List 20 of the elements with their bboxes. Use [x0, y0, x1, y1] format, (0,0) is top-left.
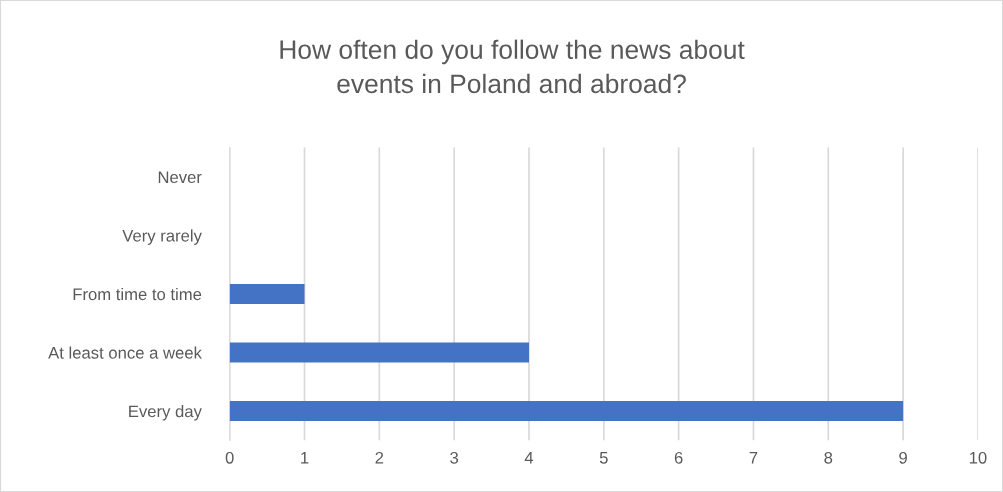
- x-tick-label: 3: [450, 451, 459, 464]
- bar: [229, 401, 904, 422]
- x-tick-label: 4: [524, 452, 534, 464]
- x-tick-label: 8: [824, 451, 833, 464]
- y-tick-label: Never: [158, 171, 202, 184]
- x-tick-label: 10: [969, 451, 987, 464]
- x-tick-label: 1: [301, 452, 309, 464]
- x-tick-label: 2: [375, 451, 384, 464]
- x-tick-label: 9: [899, 451, 907, 464]
- chart-title: How often do you follow the news about events in Poland and abroad?: [280, 39, 745, 94]
- y-tick-label: Very rarely: [122, 229, 202, 245]
- bar: [229, 342, 529, 363]
- x-tick-label: 5: [599, 452, 608, 464]
- x-tick-label: 7: [749, 452, 758, 464]
- bar: [229, 284, 305, 304]
- y-tick-label: From time to time: [73, 287, 202, 301]
- y-tick-label: At least once a week: [48, 346, 202, 359]
- x-tick-label: 6: [674, 451, 683, 464]
- y-tick-label: Every day: [129, 405, 202, 421]
- x-tick-label: 0: [225, 451, 234, 464]
